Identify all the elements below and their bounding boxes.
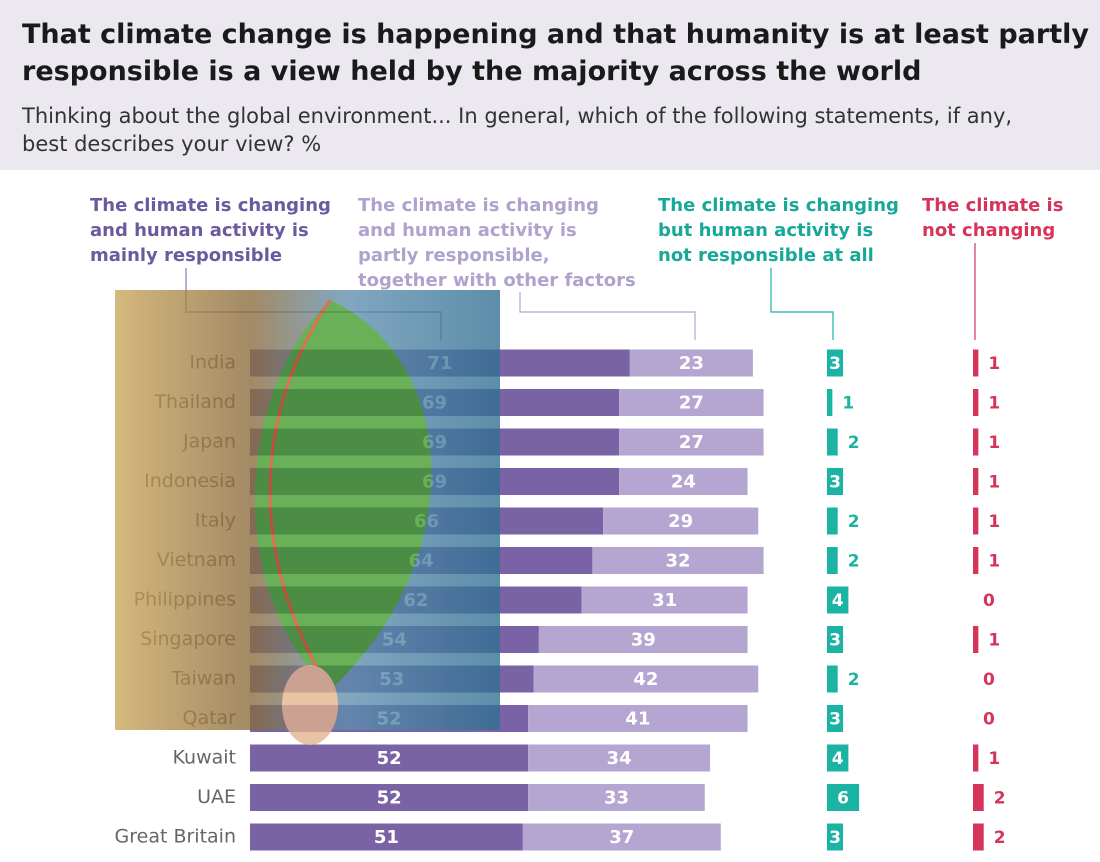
category-label: Kuwait	[173, 747, 236, 769]
data-label: 1	[988, 433, 1000, 453]
bar	[827, 784, 860, 811]
bar	[827, 586, 849, 614]
bar	[528, 744, 711, 772]
bar	[827, 468, 844, 495]
data-label: 3	[829, 354, 841, 374]
data-label: 27	[679, 432, 704, 453]
bar	[827, 744, 849, 772]
data-label: 33	[604, 788, 629, 809]
data-label: 2	[848, 433, 860, 453]
photo-overlay	[115, 290, 500, 745]
data-label: 1	[988, 631, 1000, 651]
bar	[973, 468, 979, 495]
bar	[827, 705, 844, 732]
data-label: 4	[832, 591, 844, 611]
data-label: 4	[832, 749, 844, 769]
bar	[538, 626, 748, 653]
data-label: 52	[377, 788, 402, 809]
data-label: 2	[994, 789, 1006, 809]
category-label: UAE	[197, 786, 236, 808]
data-label: 1	[988, 473, 1000, 493]
bar	[619, 389, 764, 416]
bar	[250, 823, 523, 851]
bar	[827, 389, 833, 416]
data-label: 51	[374, 827, 399, 848]
data-label: 23	[679, 353, 704, 374]
bar	[528, 705, 748, 732]
bar	[973, 784, 984, 811]
bar	[603, 507, 759, 535]
legend-entry: The climate is changing and human activi…	[358, 195, 636, 291]
data-label: 1	[988, 552, 1000, 572]
data-label: 1	[988, 749, 1000, 769]
data-label: 3	[829, 710, 841, 730]
bar	[250, 744, 529, 772]
bar	[973, 547, 979, 574]
data-label: 41	[625, 709, 650, 730]
category-label: Great Britain	[115, 826, 236, 848]
bar	[629, 349, 753, 377]
chart-title: That climate change is happening and tha…	[22, 19, 1089, 87]
bar	[827, 665, 838, 693]
data-label: 52	[377, 748, 402, 769]
bar	[528, 784, 705, 811]
legend-entry: The climate is not changing	[922, 195, 1064, 241]
bar	[973, 349, 979, 377]
bar	[973, 507, 979, 535]
data-label: 0	[983, 670, 995, 690]
data-label: 2	[994, 828, 1006, 848]
bar	[619, 428, 764, 456]
bar	[827, 626, 844, 653]
data-label: 1	[988, 354, 1000, 374]
data-label: 3	[829, 473, 841, 493]
data-label: 2	[848, 512, 860, 532]
bar	[533, 665, 759, 693]
bar	[973, 626, 979, 653]
data-label: 1	[988, 394, 1000, 414]
bar	[592, 547, 764, 574]
bar	[973, 823, 984, 851]
data-label: 1	[842, 394, 854, 414]
data-label: 32	[665, 551, 690, 572]
data-label: 2	[848, 670, 860, 690]
data-label: 3	[829, 631, 841, 651]
bar	[827, 547, 838, 574]
bar	[973, 744, 979, 772]
data-label: 27	[679, 393, 704, 414]
bar	[581, 586, 748, 614]
data-label: 0	[983, 591, 995, 611]
legend-entry: The climate is changing and human activi…	[90, 195, 331, 266]
bar	[250, 784, 529, 811]
data-label: 39	[631, 630, 656, 651]
data-label: 29	[668, 511, 693, 532]
data-label: 37	[609, 827, 634, 848]
data-label: 1	[988, 512, 1000, 532]
bar	[827, 823, 844, 851]
data-label: 0	[983, 710, 995, 730]
bar	[973, 389, 979, 416]
data-label: 31	[652, 590, 677, 611]
data-label: 2	[848, 552, 860, 572]
data-label: 6	[837, 789, 849, 809]
bar	[827, 507, 838, 535]
chart-subtitle: Thinking about the global environment...…	[22, 104, 1013, 156]
bar	[619, 468, 748, 495]
header-band	[0, 0, 1100, 170]
bar	[827, 428, 838, 456]
bar	[827, 349, 844, 377]
data-label: 3	[829, 828, 841, 848]
legend-entry: The climate is changing but human activi…	[658, 195, 899, 266]
data-label: 34	[607, 748, 632, 769]
data-label: 24	[671, 472, 696, 493]
data-label: 42	[633, 669, 658, 690]
bar	[522, 823, 721, 851]
bar	[973, 428, 979, 456]
